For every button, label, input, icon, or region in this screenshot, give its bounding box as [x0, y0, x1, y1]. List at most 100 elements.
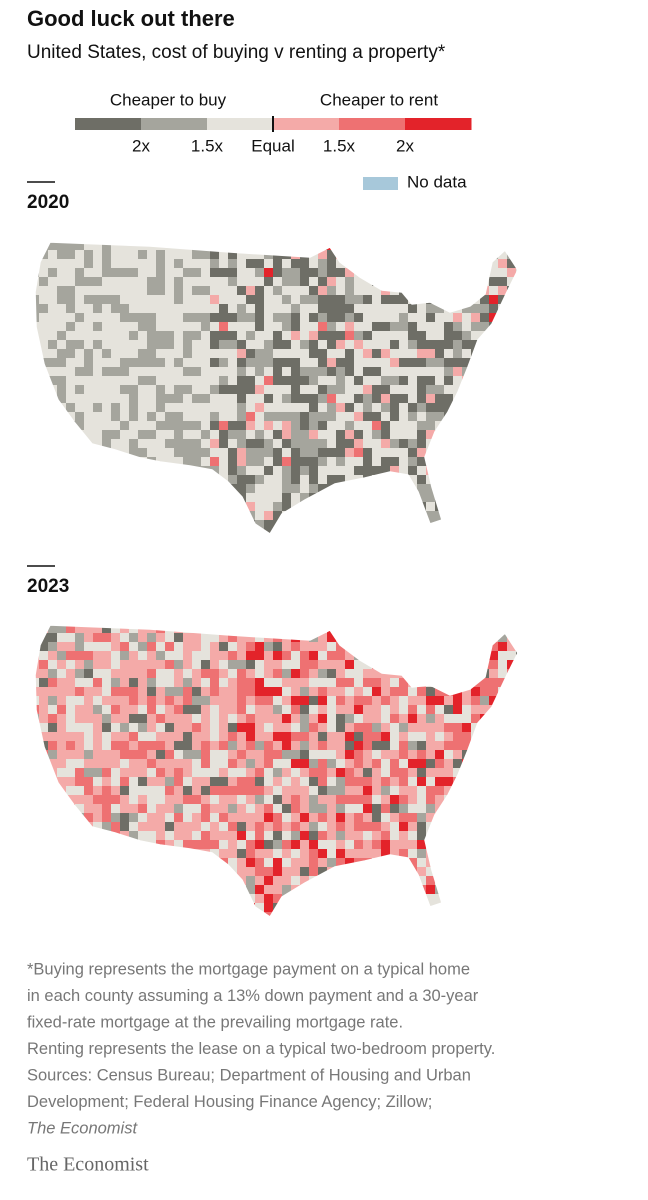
county: [35, 448, 40, 458]
county: [228, 466, 238, 476]
county: [129, 331, 139, 341]
county: [228, 242, 238, 251]
county: [345, 849, 355, 859]
county: [507, 768, 517, 778]
county: [489, 669, 499, 679]
county: [246, 295, 256, 305]
county: [156, 313, 166, 323]
county: [489, 277, 499, 287]
county: [489, 723, 499, 733]
county: [93, 876, 103, 886]
county: [273, 894, 283, 904]
county: [219, 615, 228, 624]
county: [345, 376, 355, 386]
county: [453, 367, 463, 377]
county: [138, 903, 148, 913]
county: [192, 520, 202, 530]
county: [327, 232, 336, 241]
county: [498, 651, 508, 661]
county: [498, 912, 508, 917]
county: [183, 813, 193, 823]
county: [183, 642, 193, 652]
county: [264, 840, 274, 850]
county: [210, 358, 220, 368]
county: [120, 795, 130, 805]
county: [129, 813, 139, 823]
county: [498, 259, 508, 269]
county: [228, 705, 238, 715]
county: [417, 777, 427, 787]
county: [129, 759, 139, 769]
county: [363, 250, 373, 260]
county: [390, 304, 400, 314]
county: [183, 705, 193, 715]
county: [183, 448, 193, 458]
county: [156, 511, 166, 521]
county: [372, 304, 382, 314]
county: [39, 804, 49, 814]
county: [219, 367, 229, 377]
county: [435, 349, 445, 359]
county: [273, 242, 283, 251]
county: [35, 840, 40, 850]
county: [399, 232, 408, 241]
county: [246, 822, 256, 832]
county: [35, 457, 40, 467]
county: [399, 696, 409, 706]
county: [228, 520, 238, 530]
county: [453, 295, 463, 305]
county: [309, 242, 319, 251]
county: [57, 277, 67, 287]
county: [102, 232, 111, 241]
county: [462, 768, 472, 778]
county: [444, 439, 454, 449]
county: [435, 867, 445, 877]
county: [192, 394, 202, 404]
county: [327, 358, 337, 368]
county: [327, 732, 337, 742]
county: [390, 768, 400, 778]
county: [129, 358, 139, 368]
county: [35, 723, 40, 733]
county: [309, 457, 319, 467]
county: [174, 822, 184, 832]
county: [435, 714, 445, 724]
county: [75, 457, 85, 467]
county: [35, 759, 40, 769]
county: [264, 520, 274, 530]
county: [102, 903, 112, 913]
county: [102, 475, 112, 485]
county: [390, 831, 400, 841]
county: [183, 885, 193, 895]
county: [255, 529, 265, 534]
county: [309, 786, 319, 796]
county: [471, 822, 481, 832]
county: [291, 313, 301, 323]
county: [408, 696, 418, 706]
county: [381, 322, 391, 332]
county: [183, 268, 193, 278]
county: [84, 813, 94, 823]
county: [93, 502, 103, 512]
county: [264, 367, 274, 377]
county: [75, 804, 85, 814]
county: [336, 669, 346, 679]
county: [237, 529, 247, 534]
county: [264, 912, 274, 917]
county: [390, 502, 400, 512]
county: [255, 457, 265, 467]
county: [129, 502, 139, 512]
county: [48, 520, 58, 530]
county: [489, 903, 499, 913]
county: [327, 412, 337, 422]
county: [408, 750, 418, 760]
county: [210, 633, 220, 643]
county: [453, 331, 463, 341]
county: [129, 367, 139, 377]
county: [246, 723, 256, 733]
county: [372, 349, 382, 359]
county: [300, 633, 310, 643]
county: [156, 502, 166, 512]
county: [507, 615, 516, 624]
county: [147, 822, 157, 832]
